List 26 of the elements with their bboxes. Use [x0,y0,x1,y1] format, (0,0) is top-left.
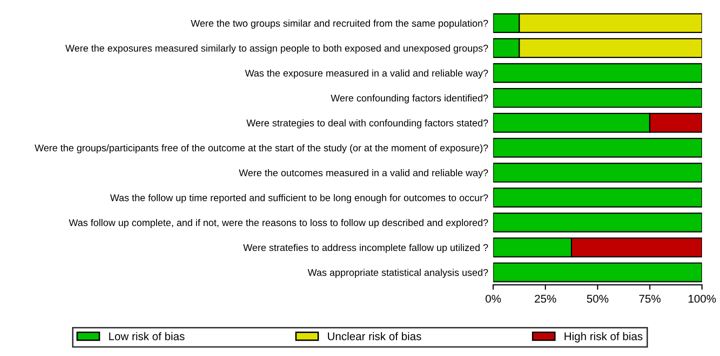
bar [493,63,702,83]
x-tick-label: 100% [688,294,716,303]
y-tick-label: Were the two groups similar and recruited from the same population? [190,20,488,29]
y-tick-label: Was appropriate statistical analysis used? [308,268,488,278]
bar [493,88,702,108]
y-tick-label: Were the groups/participants free of the outcome at the start of the study (or at the moment of exposure)? [34,144,488,154]
legend-label: Unclear risk of bias [328,332,422,340]
y-tick-label: Were the outcomes measured in a valid and reliable way? [238,169,488,178]
x-tick-label: 25% [534,294,556,303]
y-tick-label: Was follow up complete, and if not, were the reasons to loss to follow up described and explored? [68,218,488,228]
bar [493,188,702,208]
y-tick-label: Were confounding factors identified? [330,94,488,104]
x-tick-label: 75% [639,294,661,303]
y-tick-label: Were strategies to deal with confounding factors stated? [246,119,488,128]
legend-label: Low risk of bias [109,332,184,340]
y-tick-label: Were the exposures measured similarly to assign people to both exposed and unexposed groups? [65,44,488,54]
x-tick-label: 50% [586,294,608,303]
y-tick-label: Was the exposure measured in a valid and reliable way? [245,69,488,79]
legend-label: High risk of bias [564,332,642,342]
bar [493,262,702,282]
bar [493,212,702,232]
bar [493,138,702,158]
x-tick-label: 0% [486,294,501,303]
bar [493,162,702,183]
y-tick-label: Were stratefies to address incomplete fallow up utilized ? [243,244,488,253]
y-tick-label: Was the follow up time reported and sufficient to be long enough for outcomes to occur? [110,194,488,204]
